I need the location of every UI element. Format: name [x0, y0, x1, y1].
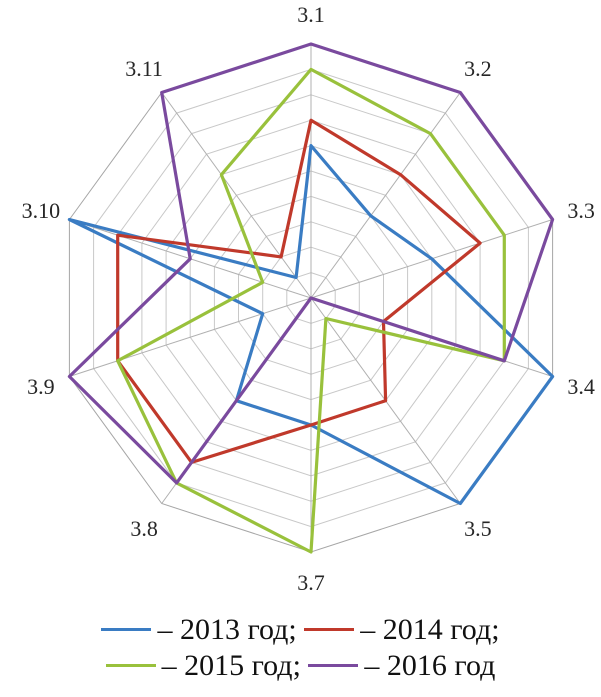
grid-spoke-3.2 — [310, 92, 461, 299]
legend-label-2014: – 2014 год; — [360, 613, 500, 646]
series-line-4 — [67, 42, 555, 485]
legend-swatch-2016 — [308, 663, 359, 667]
legend-label-2015: – 2015 год; — [161, 649, 301, 682]
legend-item-2013: – 2013 год; — [101, 613, 297, 646]
axis-label-3.5: 3.5 — [464, 516, 492, 541]
axis-label-3.4: 3.4 — [567, 374, 595, 399]
axis-label-3.1: 3.1 — [297, 2, 325, 27]
radar-chart: 3.1 3.2 3.3 3.4 3.5 3.7 3.8 3.9 3.10 3.11 — [22, 2, 595, 595]
grid-spoke-3.9 — [69, 297, 312, 377]
legend-label-2016: – 2016 год — [364, 649, 496, 682]
legend-item-2014: – 2014 год; — [304, 613, 500, 646]
legend-item-2016: – 2016 год — [308, 649, 495, 682]
axis-label-3.10: 3.10 — [22, 198, 61, 223]
legend-swatch-2014 — [304, 627, 355, 631]
axis-label-3.3: 3.3 — [567, 198, 595, 223]
axis-label-3.7: 3.7 — [297, 570, 325, 595]
axis-label-3.9: 3.9 — [27, 374, 55, 399]
axis-label-3.2: 3.2 — [464, 56, 492, 81]
legend-swatch-2015 — [105, 663, 156, 667]
legend-row-2: – 2015 год; – 2016 год — [0, 648, 601, 684]
chart-legend: – 2013 год; – 2014 год; – 2015 год; – 20… — [0, 612, 601, 684]
legend-item-2015: – 2015 год; — [105, 649, 301, 682]
series-line-2 — [116, 118, 482, 464]
legend-swatch-2013 — [101, 627, 152, 631]
radar-series — [67, 42, 555, 554]
axis-label-3.11: 3.11 — [125, 56, 163, 81]
grid-spoke-3.11 — [161, 92, 312, 299]
legend-label-2013: – 2013 год; — [157, 613, 297, 646]
axis-label-3.8: 3.8 — [130, 516, 158, 541]
series-line-3 — [116, 67, 506, 554]
radar-axis-labels: 3.1 3.2 3.3 3.4 3.5 3.7 3.8 3.9 3.10 3.11 — [22, 2, 595, 595]
legend-row-1: – 2013 год; – 2014 год; — [0, 612, 601, 648]
